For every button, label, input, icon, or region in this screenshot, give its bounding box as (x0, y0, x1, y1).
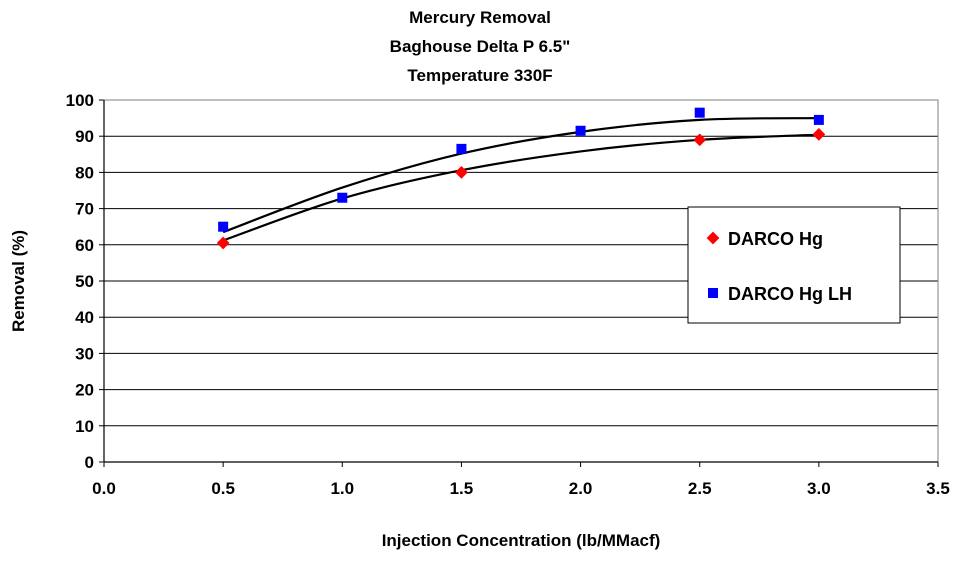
legend-box (687, 206, 901, 324)
y-tick-label: 10 (75, 417, 94, 436)
y-tick-label: 70 (75, 200, 94, 219)
data-point-diamond (455, 166, 468, 179)
data-point-square (813, 114, 824, 125)
data-point-square (456, 143, 467, 154)
y-tick-label: 40 (75, 308, 94, 327)
data-point-square (694, 107, 705, 118)
chart-title-line-3: Temperature 330F (407, 66, 552, 85)
x-tick-label: 2.0 (569, 479, 593, 498)
chart-title: Mercury Removal Baghouse Delta P 6.5" Te… (390, 8, 571, 85)
trendline-series-0 (222, 133, 819, 242)
y-tick-label: 80 (75, 163, 94, 182)
legend-label-darco-hg-lh: DARCO Hg LH (728, 284, 852, 304)
x-axis-tick-labels: 0.0 0.5 1.0 1.5 2.0 2.5 3.0 3.5 (92, 479, 950, 498)
data-point-diamond (693, 133, 707, 147)
chart-title-line-2: Baghouse Delta P 6.5" (390, 37, 571, 56)
data-point-square (575, 125, 586, 136)
y-tick-label: 50 (75, 272, 94, 291)
legend-marker-darco-hg-lh (708, 288, 718, 298)
trendline-series-1 (222, 117, 819, 234)
chart-title-line-1: Mercury Removal (409, 8, 551, 27)
legend-label-darco-hg: DARCO Hg (728, 229, 823, 249)
data-point-diamond (812, 128, 826, 141)
x-axis-label: Injection Concentration (lb/MMacf) (382, 531, 661, 550)
data-point-diamond (216, 236, 230, 250)
y-axis-tick-labels: 0 10 20 30 40 50 60 70 80 90 100 (66, 91, 94, 472)
x-tick-label: 3.0 (807, 479, 831, 498)
trendlines (222, 117, 819, 242)
x-tick-label: 3.5 (926, 479, 950, 498)
axes (103, 100, 938, 463)
y-tick-label: 90 (75, 127, 94, 146)
x-tick-label: 0.5 (211, 479, 235, 498)
y-tick-label: 60 (75, 236, 94, 255)
y-axis-label: Removal (%) (9, 230, 28, 332)
x-tick-label: 1.0 (330, 479, 354, 498)
x-tick-label: 0.0 (92, 479, 116, 498)
x-tick-label: 2.5 (688, 479, 712, 498)
data-point-square (218, 221, 229, 232)
legend: DARCO Hg DARCO Hg LH (687, 206, 901, 324)
y-tick-label: 100 (66, 91, 94, 110)
x-tick-label: 1.5 (450, 479, 474, 498)
y-tick-label: 0 (85, 453, 94, 472)
y-tick-label: 30 (75, 344, 94, 363)
y-tick-label: 20 (75, 381, 94, 400)
data-point-square (337, 192, 348, 203)
